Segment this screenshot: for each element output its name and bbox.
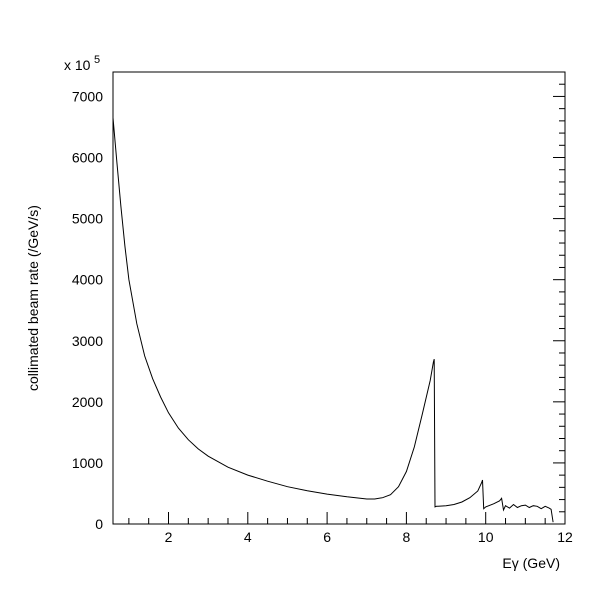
y-tick-label: 5000 [72,211,103,227]
x-tick-label: 4 [244,529,252,545]
x-tick-label: 12 [557,529,573,545]
y-tick-label: 0 [95,516,103,532]
x-tick-label: 8 [403,529,411,545]
x-tick-label: 2 [165,529,173,545]
tick-labels: 2 4 6 8 10 12 0 1000 2000 3000 4000 5000 6000 7000 [72,88,573,545]
y-tick-label: 7000 [72,88,103,104]
x-tick-label: 6 [323,529,331,545]
x-axis-title: Eγ (GeV) [502,555,560,571]
y-multiplier-exponent: 5 [94,54,100,66]
plot-frame [112,71,566,525]
series-line [112,117,554,523]
x-tick-label: 10 [478,529,494,545]
y-multiplier-base: x 10 [64,57,91,73]
y-tick-label: 6000 [72,150,103,166]
y-tick-label: 3000 [72,333,103,349]
tick-marks [128,71,566,525]
y-tick-label: 2000 [72,394,103,410]
y-axis-title: collimated beam rate (/GeV/s) [25,205,41,391]
y-tick-label: 4000 [72,272,103,288]
y-tick-label: 1000 [72,455,103,471]
